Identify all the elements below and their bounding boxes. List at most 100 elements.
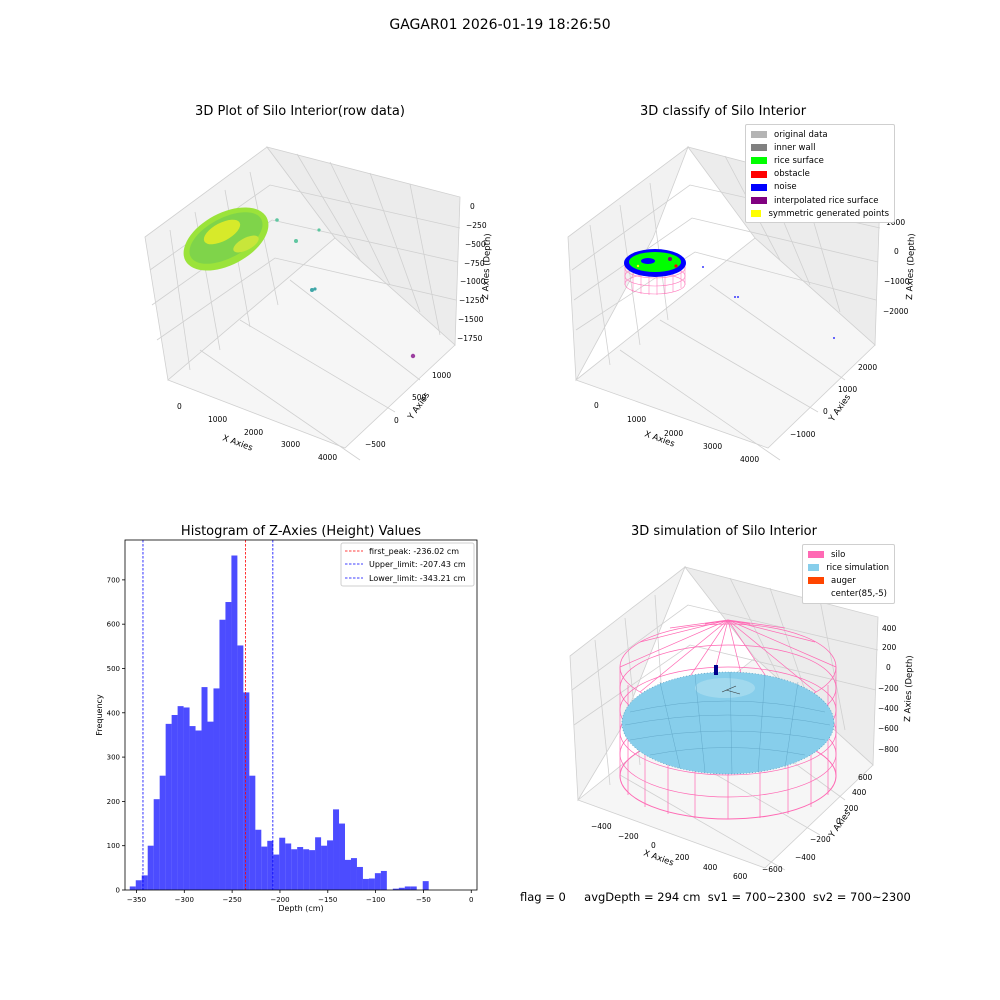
classify-z-tick: 1000 xyxy=(886,218,905,227)
legend-item: rice surface xyxy=(751,154,889,167)
histogram-bar xyxy=(255,829,262,890)
histogram-bar xyxy=(213,688,220,890)
histogram-bar xyxy=(404,886,411,890)
legend-swatch xyxy=(751,157,767,165)
histogram-x-ticks: −350 −300 −250 −200 −150 −100 −50 0 xyxy=(127,890,473,904)
classify-z-tick: −2000 xyxy=(883,307,909,316)
histogram-bar xyxy=(147,845,154,890)
classify-x-tick: 4000 xyxy=(740,455,759,464)
raw-z-axis-label: Z Axies (Depth) xyxy=(481,233,493,300)
rice-simulation-surface xyxy=(621,671,835,775)
histogram-bar xyxy=(129,886,136,890)
raw-z-tick: −1750 xyxy=(457,334,483,343)
y-tick-label: 100 xyxy=(107,842,120,850)
simulation-x-tick: 400 xyxy=(703,863,718,872)
raw-plot-title: 3D Plot of Silo Interior(row data) xyxy=(195,104,405,119)
y-tick-label: 0 xyxy=(116,887,120,895)
raw-outlier-point xyxy=(317,228,321,232)
y-tick-label: 300 xyxy=(107,754,120,762)
histogram-bar xyxy=(153,799,160,890)
simulation-legend: silo rice simulation auger center(85,-5) xyxy=(802,544,895,604)
histogram-bar xyxy=(333,809,340,890)
simulation-z-tick: −600 xyxy=(878,724,899,733)
flag-text: flag = 0 xyxy=(520,890,566,904)
classify-x-tick: 0 xyxy=(594,401,599,410)
classify-x-tick: 1000 xyxy=(627,415,646,424)
raw-z-tick: 0 xyxy=(470,202,475,211)
histogram-bar xyxy=(279,837,286,890)
histogram-bar xyxy=(309,850,316,890)
histogram-bar xyxy=(374,873,381,890)
simulation-y-tick: −600 xyxy=(762,865,783,874)
histogram-bar xyxy=(315,837,322,890)
histogram-bar xyxy=(368,878,375,890)
histogram-bars xyxy=(129,555,429,890)
raw-x-tick: 0 xyxy=(177,402,182,411)
legend-swatch xyxy=(751,144,767,152)
histogram-bar xyxy=(327,840,334,890)
x-tick-label: −150 xyxy=(318,896,337,904)
simulation-z-tick: 200 xyxy=(882,643,897,652)
histogram-bar xyxy=(356,866,363,890)
legend-upper-limit: Upper_limit: -207.43 cm xyxy=(369,560,466,569)
raw-3d-box xyxy=(144,146,461,461)
simulation-z-tick: −400 xyxy=(878,704,899,713)
raw-floor-pane xyxy=(167,237,456,449)
simulation-x-axis-label: X Axies xyxy=(642,848,675,868)
simulation-y-tick: −200 xyxy=(810,835,831,844)
simulation-x-tick: −400 xyxy=(591,822,612,831)
histogram-bar xyxy=(303,849,310,890)
histogram-bar xyxy=(189,726,196,890)
classify-legend: original data inner wall rice surface ob… xyxy=(745,124,895,224)
x-tick-label: −50 xyxy=(416,896,431,904)
histogram-axes-frame xyxy=(124,539,478,891)
histogram-bar xyxy=(362,878,369,890)
legend-item: inner wall xyxy=(751,141,889,154)
histogram-bar xyxy=(165,723,172,890)
classify-noise-point xyxy=(737,296,739,298)
legend-item: silo xyxy=(808,548,889,561)
raw-cloud-highlight xyxy=(203,219,241,245)
histogram-bar xyxy=(273,854,280,890)
histogram-bar xyxy=(339,823,345,890)
raw-x-tick: 2000 xyxy=(244,428,263,437)
classify-point-cloud xyxy=(624,249,835,339)
legend-swatch xyxy=(808,564,820,572)
raw-z-tick: −1000 xyxy=(460,277,486,286)
simulation-z-tick: 0 xyxy=(886,663,891,672)
x-tick-label: −300 xyxy=(175,896,194,904)
histogram-bar xyxy=(398,887,405,890)
sv1-text: sv1 = 700~2300 xyxy=(707,890,806,904)
legend-swatch xyxy=(808,590,824,598)
histogram-bar xyxy=(410,886,417,890)
classify-noise-point xyxy=(702,266,704,268)
simulation-3d-plot: 400 200 0 −200 −400 −600 −800 −400 −200 … xyxy=(569,565,915,881)
x-tick-label: −200 xyxy=(270,896,289,904)
raw-x-tick: 3000 xyxy=(281,440,300,449)
classify-y-tick: −1000 xyxy=(790,430,816,439)
histogram-bar xyxy=(183,707,190,890)
y-tick-label: 700 xyxy=(107,576,120,584)
simulation-x-tick: 600 xyxy=(733,872,748,881)
histogram-bar xyxy=(201,687,208,890)
simulation-y-tick: 400 xyxy=(852,788,867,797)
raw-3d-plot: 0 −250 −500 −750 −1000 −1250 −1500 −1750… xyxy=(144,146,493,462)
x-tick-label: 0 xyxy=(469,896,473,904)
raw-outlier-point xyxy=(310,288,314,292)
histogram-bar xyxy=(231,555,238,890)
legend-swatch xyxy=(751,183,767,191)
simulation-y-tick: −400 xyxy=(795,853,816,862)
simulation-z-axis-label: Z Axies (Depth) xyxy=(903,655,915,722)
simulation-z-tick: −200 xyxy=(878,684,899,693)
legend-first-peak: first_peak: -236.02 cm xyxy=(369,547,459,556)
histogram-bar xyxy=(350,858,357,890)
y-tick-label: 400 xyxy=(107,709,120,717)
classify-z-tick: −1000 xyxy=(884,277,910,286)
x-tick-label: −250 xyxy=(223,896,242,904)
legend-item: center(85,-5) xyxy=(808,588,889,601)
histogram-bar xyxy=(285,843,292,890)
histogram-x-axis-label: Depth (cm) xyxy=(278,904,323,913)
histogram-bar xyxy=(297,847,304,890)
classify-plot-title: 3D classify of Silo Interior xyxy=(639,104,807,119)
x-tick-label: −350 xyxy=(127,896,146,904)
